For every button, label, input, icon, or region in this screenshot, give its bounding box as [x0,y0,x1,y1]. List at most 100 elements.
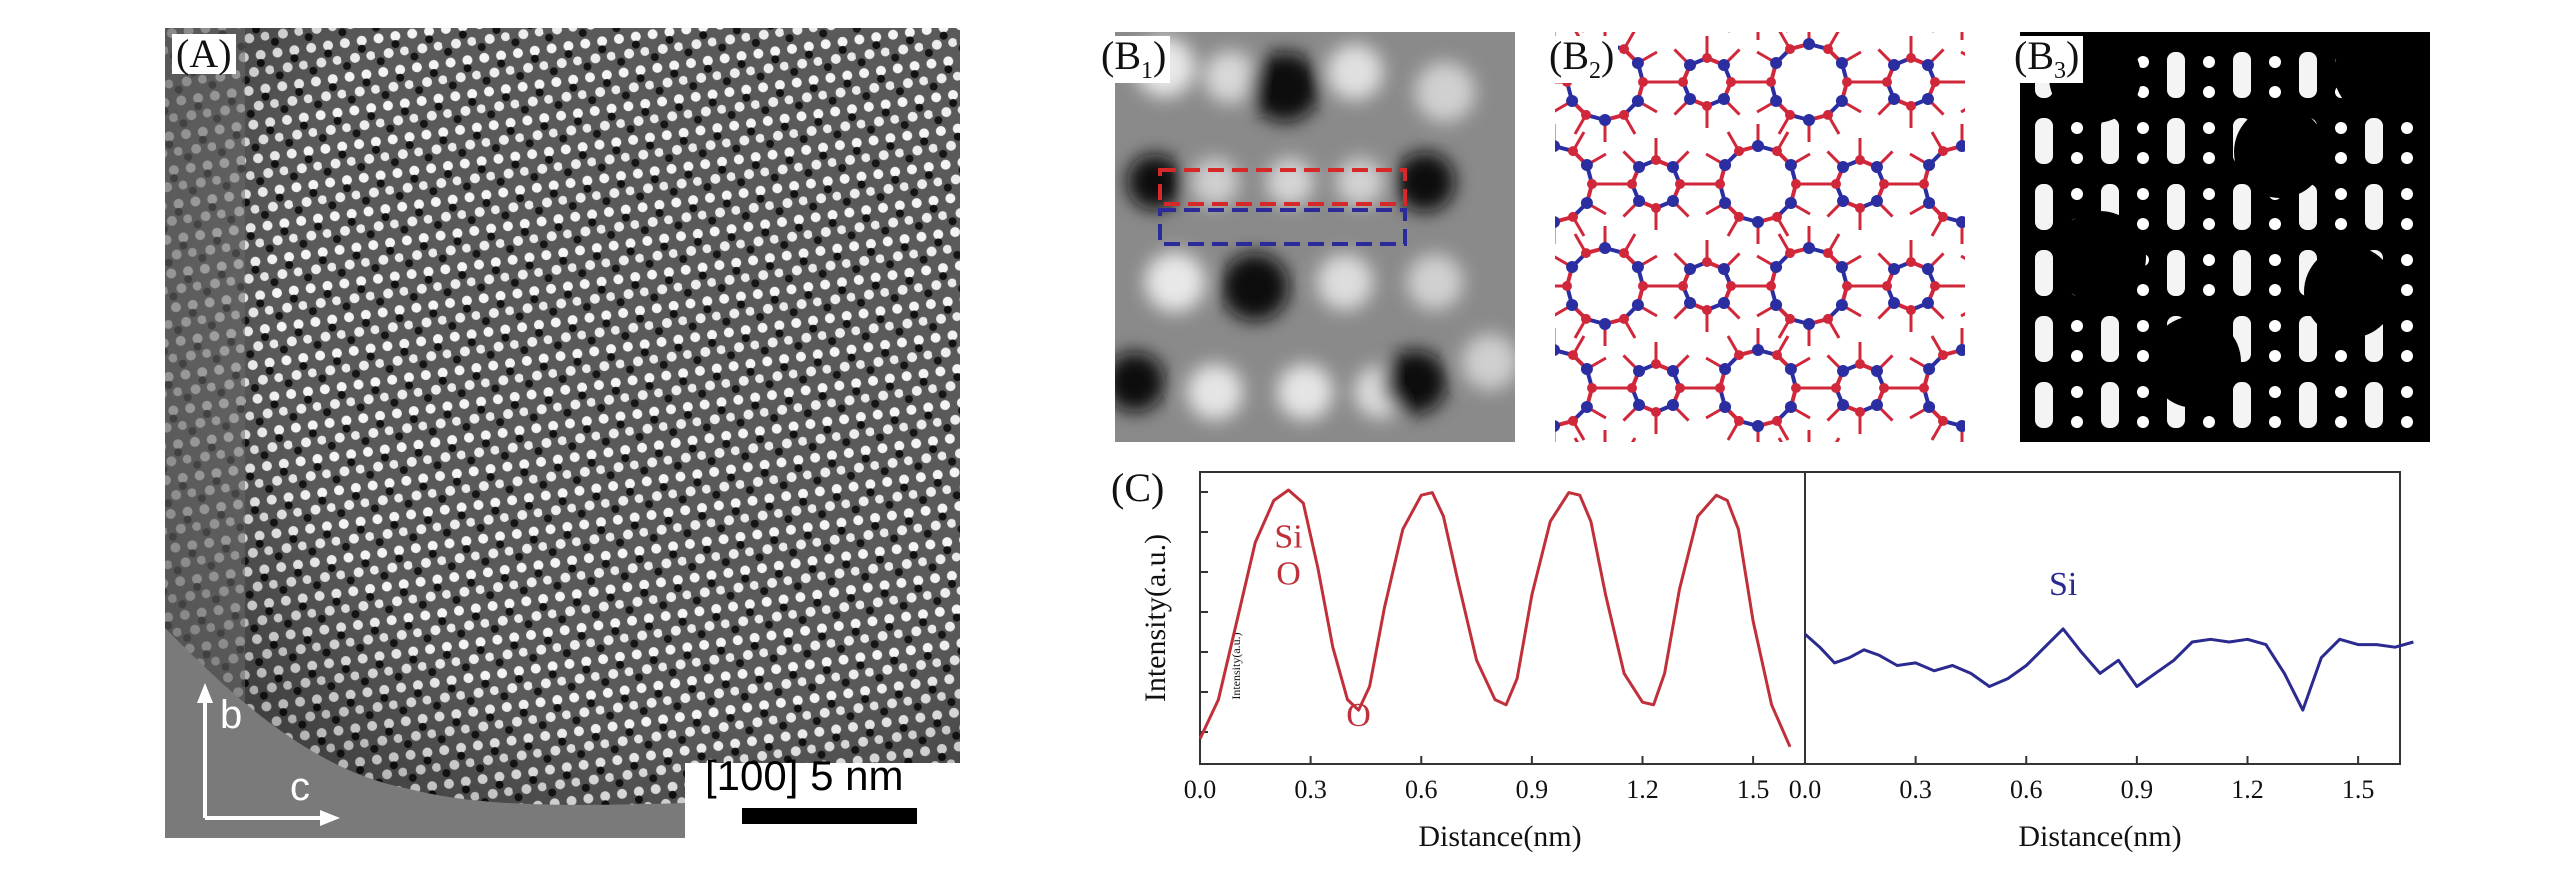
atom [1717,92,1730,105]
atom [1684,296,1697,309]
bond [1573,437,1580,442]
bright-column [2101,382,2119,428]
scale-bar-background [685,763,960,838]
bright-column [2365,382,2383,428]
axis-c-arrowhead [320,810,340,826]
atom [1835,261,1848,273]
atom [1678,281,1688,291]
atom [1785,44,1795,55]
atom [1734,211,1744,222]
atom [1717,296,1730,309]
atom [1555,140,1560,152]
atom [1619,313,1629,324]
bright-column [2035,382,2053,428]
atom [1717,59,1730,72]
bright-dot [2401,254,2413,266]
atom [1580,401,1593,413]
bright-dot [2071,122,2083,134]
atom [1666,365,1679,378]
chart-left-inset-ylabel: Intensity(a.u.) [1229,632,1243,699]
atom [1919,179,1929,189]
bright-dot [2203,86,2215,98]
atom [1803,114,1815,126]
atom [1770,261,1783,273]
bright-dot [2269,284,2281,296]
atom [1772,146,1782,157]
atom [1566,261,1579,273]
atom [1888,59,1901,72]
bright-column [2167,118,2185,164]
panel-b3-label-main: (B [2014,33,2054,78]
bright-dot [2137,386,2149,398]
atom [1784,159,1797,171]
atom [1581,248,1591,259]
atom [1555,216,1560,228]
bright-dot [2401,386,2413,398]
chart-right-plot: Si [1804,566,2414,712]
bright-column [2035,250,2053,296]
bond [1960,311,1965,318]
panel-b1-label-end: ) [1153,33,1167,78]
atom [1842,77,1852,87]
dark-channel [2149,316,2241,408]
dark-channel [2304,246,2396,338]
bright-dot [2401,320,2413,332]
bright-column [2167,250,2185,296]
bright-dot [2269,320,2281,332]
bright-dot [2071,416,2083,428]
atom [1906,305,1916,315]
bond [1960,50,1965,57]
blue-line-profile-box [1158,208,1407,246]
atom [1930,281,1940,291]
atom [1784,197,1797,209]
atom [1587,179,1597,189]
atom [1921,296,1934,309]
atom [1803,242,1815,254]
atom [1870,161,1883,174]
atom [1837,194,1850,207]
bright-dot [2203,56,2215,68]
atom [1702,53,1712,63]
atom [1651,407,1661,417]
atom [1666,161,1679,174]
atom [1715,383,1725,393]
atom [1938,415,1948,426]
x-tick-label: 0.3 [1294,775,1327,804]
atom [1651,203,1661,213]
atom [1791,179,1801,189]
profile-line [1198,488,1792,748]
bright-dot [2335,218,2347,230]
bright-dot [2137,320,2149,332]
panel-b2-label: (B2) [1545,33,1619,83]
atom [1837,398,1850,411]
atom [1784,401,1797,413]
lattice-shading [165,28,960,838]
bright-dot [2137,86,2149,98]
atom [1770,299,1783,311]
x-tick-label: 1.2 [1626,775,1659,804]
bright-dot [2401,218,2413,230]
x-tick-label: 1.2 [2231,775,2264,804]
atom [1734,146,1744,157]
panel-b2-structure-model [1555,32,1965,442]
atom [1803,38,1815,50]
panel-b1-label-main: (B [1101,33,1141,78]
bright-column [2101,118,2119,164]
bright-dot [2269,350,2281,362]
chart-left-frame [1199,471,1806,765]
atom [1752,140,1764,152]
hrtem-lattice-svg: b c [165,28,960,838]
bright-column [2035,316,2053,362]
bright-column [2299,316,2317,362]
bright-dot [2137,218,2149,230]
bright-column [2233,382,2251,428]
bright-dot [2137,350,2149,362]
bright-dot [2071,350,2083,362]
atom [1581,109,1591,120]
atom [1956,140,1965,152]
bright-column [2233,52,2251,98]
panel-b1-label-sub: 1 [1141,58,1153,84]
panel-b2-label-main: (B [1549,33,1589,78]
peak-annotation: Si [1274,519,1302,556]
b2-svg [1555,32,1965,442]
